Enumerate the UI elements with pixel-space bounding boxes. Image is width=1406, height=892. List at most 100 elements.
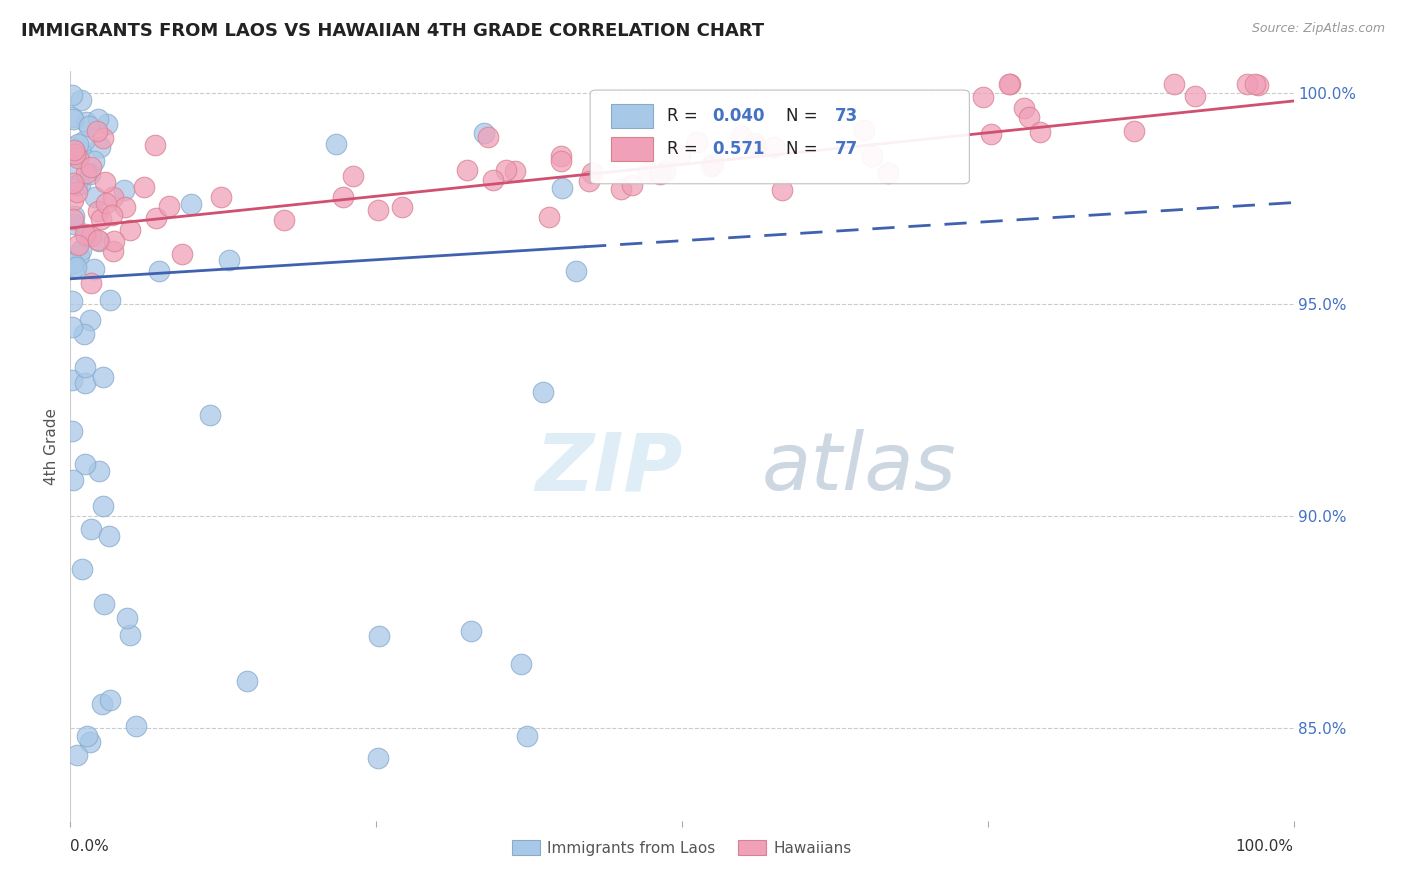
FancyBboxPatch shape: [612, 137, 652, 161]
Point: [65, 260, 87, 275]
Point: [1012, 101, 1035, 115]
Point: [495, 163, 517, 178]
Point: [79, 735, 101, 749]
Legend: Immigrants from Laos, Hawaiians: Immigrants from Laos, Hawaiians: [506, 834, 858, 862]
Point: [83, 153, 105, 168]
Point: [581, 166, 603, 180]
Point: [66, 178, 89, 192]
Point: [610, 182, 633, 196]
Point: [87, 464, 110, 478]
Point: [100, 293, 122, 308]
Text: R =: R =: [668, 140, 703, 158]
Point: [1018, 111, 1040, 125]
Point: [180, 197, 202, 211]
Point: [91, 130, 114, 145]
Point: [84, 189, 107, 203]
Text: 100.0%: 100.0%: [1236, 839, 1294, 855]
Point: [87, 234, 110, 248]
Point: [86, 124, 108, 138]
Point: [66, 151, 89, 165]
Point: [1123, 124, 1146, 138]
Point: [118, 628, 141, 642]
Point: [60, 139, 83, 153]
Point: [551, 181, 574, 195]
Point: [1029, 125, 1052, 139]
Point: [472, 127, 495, 141]
Text: Source: ZipAtlas.com: Source: ZipAtlas.com: [1251, 22, 1385, 36]
Point: [770, 183, 793, 197]
Point: [69, 144, 91, 158]
Y-axis label: 4th Grade: 4th Grade: [44, 408, 59, 484]
Point: [73, 134, 96, 148]
Point: [62, 176, 84, 190]
FancyBboxPatch shape: [612, 103, 652, 128]
Point: [100, 208, 122, 222]
Point: [1163, 77, 1185, 91]
Point: [115, 611, 138, 625]
Point: [342, 169, 364, 183]
Point: [75, 166, 97, 180]
Point: [80, 522, 103, 536]
Point: [67, 238, 90, 252]
Point: [143, 138, 166, 153]
Point: [124, 719, 146, 733]
Point: [87, 203, 110, 218]
Point: [60, 319, 83, 334]
Point: [87, 112, 110, 127]
Point: [69, 177, 91, 191]
Point: [367, 202, 389, 217]
Point: [112, 183, 135, 197]
Point: [103, 234, 125, 248]
Point: [77, 119, 100, 133]
Text: 0.571: 0.571: [713, 140, 765, 158]
Point: [91, 697, 114, 711]
Point: [79, 167, 101, 181]
Point: [565, 264, 588, 278]
Point: [550, 149, 572, 163]
Point: [60, 110, 83, 124]
Point: [538, 210, 561, 224]
Point: [89, 140, 111, 154]
Point: [73, 457, 96, 471]
Text: IMMIGRANTS FROM LAOS VS HAWAIIAN 4TH GRADE CORRELATION CHART: IMMIGRANTS FROM LAOS VS HAWAIIAN 4TH GRA…: [21, 22, 765, 40]
Point: [75, 115, 97, 129]
Text: N =: N =: [786, 140, 823, 158]
Point: [972, 89, 994, 103]
Point: [62, 256, 84, 270]
Point: [62, 194, 84, 208]
Point: [332, 190, 354, 204]
Text: atlas: atlas: [762, 429, 956, 508]
Point: [66, 178, 89, 192]
Point: [79, 313, 101, 327]
Point: [62, 147, 84, 161]
Point: [132, 180, 155, 194]
Point: [63, 217, 86, 231]
Point: [477, 129, 499, 144]
Point: [235, 674, 257, 689]
Point: [75, 227, 97, 241]
Point: [367, 751, 389, 765]
Point: [80, 160, 103, 174]
Point: [368, 629, 391, 643]
Point: [73, 326, 96, 341]
Point: [654, 164, 676, 178]
Point: [1244, 77, 1267, 91]
FancyBboxPatch shape: [591, 90, 969, 184]
Point: [63, 143, 86, 157]
Point: [637, 165, 659, 179]
Point: [79, 276, 101, 290]
Text: N =: N =: [786, 106, 823, 125]
Text: R =: R =: [668, 106, 703, 125]
Point: [1184, 89, 1206, 103]
Text: ZIP: ZIP: [536, 429, 682, 508]
Point: [93, 597, 115, 611]
Point: [76, 729, 98, 743]
Text: 0.0%: 0.0%: [70, 839, 110, 855]
Point: [877, 166, 900, 180]
Point: [60, 373, 83, 387]
Point: [101, 190, 124, 204]
Point: [97, 529, 120, 543]
Point: [60, 293, 83, 308]
Point: [60, 87, 83, 102]
Point: [325, 136, 347, 151]
